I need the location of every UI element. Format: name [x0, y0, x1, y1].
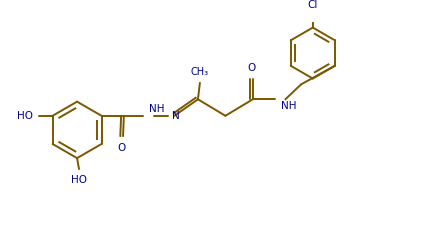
Text: N: N — [172, 111, 180, 121]
Text: HO: HO — [17, 111, 33, 121]
Text: O: O — [117, 143, 125, 153]
Text: NH: NH — [149, 104, 164, 114]
Text: HO: HO — [71, 175, 87, 185]
Text: CH₃: CH₃ — [191, 67, 209, 77]
Text: O: O — [248, 63, 256, 73]
Text: NH: NH — [281, 101, 296, 111]
Text: Cl: Cl — [308, 0, 318, 9]
